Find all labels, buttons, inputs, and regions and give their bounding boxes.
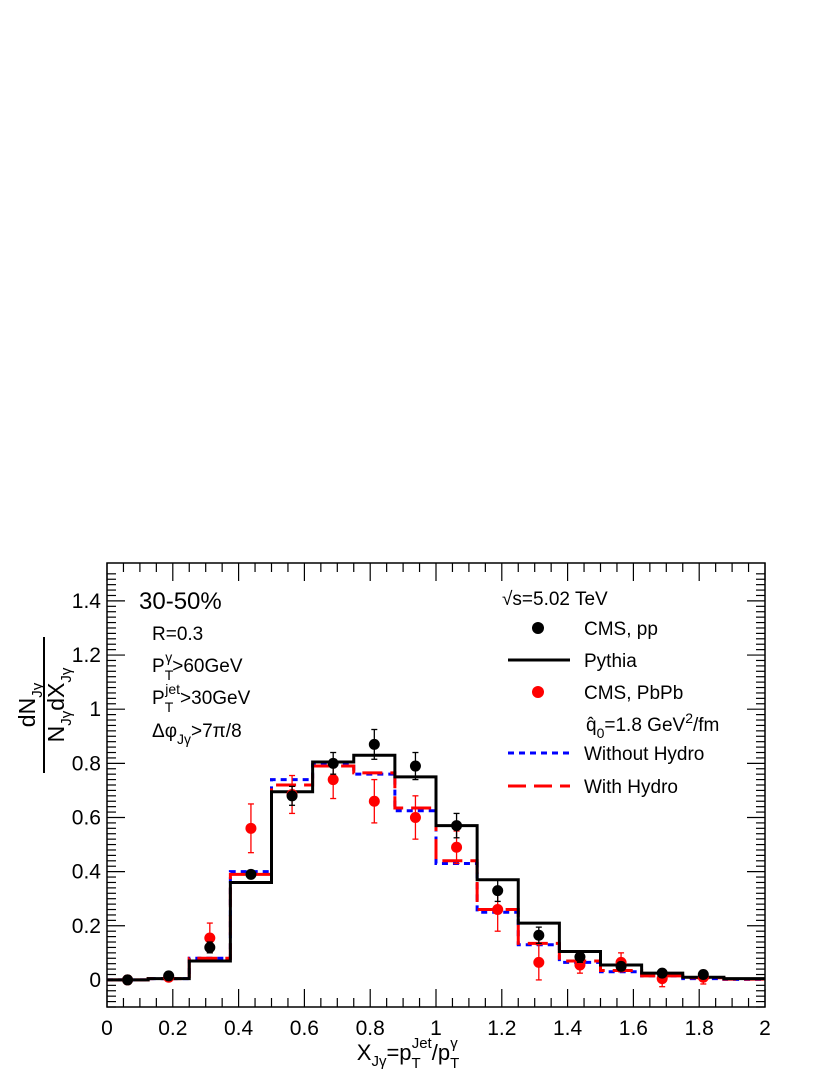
x-tick-label: 1.4: [553, 1017, 583, 1040]
x-tick-label: 1.2: [487, 1017, 516, 1040]
data-point-cms-pp: [245, 868, 257, 880]
data-point-cms-pp: [574, 951, 586, 963]
y-tick-label: 1: [89, 698, 101, 721]
x-label-sup2: γ: [450, 1035, 458, 1052]
y-label-den-main: N: [43, 726, 69, 743]
y-tick-label: 1.2: [72, 644, 101, 667]
data-point-cms-pp: [656, 967, 668, 979]
data-point-cms-pp: [286, 790, 298, 802]
svg-text:dNJγ: dNJγ: [14, 682, 46, 727]
x-tick-label: 0.6: [290, 1017, 319, 1040]
y-tick-label: 0.6: [72, 806, 101, 829]
qhat-rest1: =1.8 GeV: [604, 715, 685, 736]
centrality-label: 30-50%: [139, 588, 222, 615]
y-tick-label: 0.4: [72, 861, 102, 884]
y-label-num-main: dN: [14, 698, 40, 727]
photon-cut-sub: T: [165, 667, 174, 683]
jet-cut-rest: >30GeV: [180, 688, 251, 709]
data-point-cms-pbpb: [409, 811, 421, 823]
legend: √s=5.02 TeV CMS, pp Pythia CMS, PbPb q̂0…: [502, 589, 719, 798]
data-point-cms-pp: [163, 970, 175, 982]
legend-marker-cms-pbpb: [532, 686, 544, 698]
photon-cut-main: P: [152, 656, 165, 677]
x-label-sub2: T: [450, 1055, 459, 1072]
data-point-cms-pp: [204, 941, 216, 953]
jet-pt-cut: PTjet>30GeV: [152, 681, 251, 715]
legend-label-with-hydro: With Hydro: [584, 777, 678, 798]
data-point-cms-pbpb: [451, 841, 463, 853]
data-point-cms-pp: [122, 974, 134, 986]
x-label-eq: =p: [386, 1040, 411, 1065]
axis-ticks: [106, 563, 766, 1008]
x-tick-label: 0.8: [356, 1017, 385, 1040]
qhat-main: q̂: [586, 715, 597, 736]
qhat-sup: 2: [685, 710, 693, 726]
data-point-cms-pp: [697, 969, 709, 981]
qhat-label: q̂0=1.8 GeV2/fm: [586, 710, 719, 741]
y-label-den-sub2: Jγ: [58, 667, 75, 683]
y-tick-label: 0: [89, 969, 101, 992]
jet-cut-main: P: [152, 688, 165, 709]
photon-cut-sup: γ: [165, 649, 172, 665]
x-tick-label: 1.8: [685, 1017, 714, 1040]
dphi-cut: ΔφJγ>7π/8: [152, 721, 242, 747]
x-tick-label: 2: [759, 1017, 771, 1040]
data-point-cms-pbpb: [533, 956, 545, 968]
data-point-cms-pbpb: [492, 904, 504, 916]
energy-label: √s=5.02 TeV: [502, 589, 608, 610]
data-point-cms-pp: [533, 929, 545, 941]
y-label-num-sub: Jγ: [29, 682, 46, 698]
data-point-cms-pp: [327, 757, 339, 769]
y-axis-label: dNJγ NJγdXJγ: [14, 637, 75, 773]
jet-cut-sup: jet: [164, 681, 180, 697]
x-label-sub-main: Jγ: [371, 1053, 387, 1070]
data-point-cms-pbpb: [204, 932, 216, 944]
legend-label-without-hydro: Without Hydro: [584, 744, 704, 765]
x-label-main: X: [357, 1040, 372, 1065]
x-tick-label: 0.2: [158, 1017, 187, 1040]
x-tick-label: 0.4: [224, 1017, 254, 1040]
x-tick-label: 0: [101, 1017, 113, 1040]
y-label-den-sub: Jγ: [58, 710, 75, 726]
data-point-cms-pp: [368, 738, 380, 750]
tick-labels: 0 0.2 0.4 0.6 0.8 1 1.2 1.4 1.6 1.8 2 0 0.2 0.4 0.6 0.8…: [72, 590, 771, 1040]
dphi-cut-rest: >7π/8: [191, 721, 242, 742]
data-point-cms-pbpb: [327, 774, 339, 786]
legend-label-cms-pp: CMS, pp: [584, 619, 658, 640]
x-label-sub1: T: [412, 1055, 421, 1072]
photon-pt-cut: PTγ>60GeV: [152, 649, 243, 683]
data-point-cms-pp: [492, 885, 504, 897]
radius-label: R=0.3: [152, 624, 203, 645]
x-tick-label: 1: [430, 1017, 442, 1040]
y-label-den-mid: dX: [43, 683, 69, 711]
legend-label-cms-pbpb: CMS, PbPb: [584, 683, 683, 704]
series-pythia: [107, 753, 765, 982]
svg-text:NJγdXJγ: NJγdXJγ: [43, 667, 75, 742]
dphi-cut-sub: Jγ: [177, 731, 191, 747]
annotations: 30-50% R=0.3 PTγ>60GeV PTjet>30GeV ΔφJγ>…: [139, 588, 251, 747]
y-tick-label: 0.2: [72, 915, 101, 938]
data-point-cms-pp: [615, 960, 627, 972]
dphi-cut-main: Δφ: [152, 721, 177, 742]
jet-cut-sub: T: [165, 699, 174, 715]
legend-marker-cms-pp: [532, 622, 544, 634]
plot-series: [107, 728, 765, 988]
photon-cut-rest: >60GeV: [172, 656, 243, 677]
qhat-sub: 0: [597, 725, 605, 741]
data-point-cms-pp: [409, 760, 421, 772]
qhat-rest2: /fm: [693, 715, 719, 736]
x-label-sup1: Jet: [412, 1035, 433, 1052]
x-tick-label: 1.6: [619, 1017, 648, 1040]
data-point-cms-pbpb: [245, 822, 257, 834]
x-axis-label: XJγ=pTJet/pTγ: [357, 1035, 460, 1072]
data-point-cms-pbpb: [368, 795, 380, 807]
y-tick-label: 1.4: [72, 590, 102, 613]
data-point-cms-pp: [451, 820, 463, 832]
y-tick-label: 0.8: [72, 752, 101, 775]
legend-label-pythia: Pythia: [584, 651, 637, 672]
x-label-slash: /p: [432, 1040, 450, 1065]
